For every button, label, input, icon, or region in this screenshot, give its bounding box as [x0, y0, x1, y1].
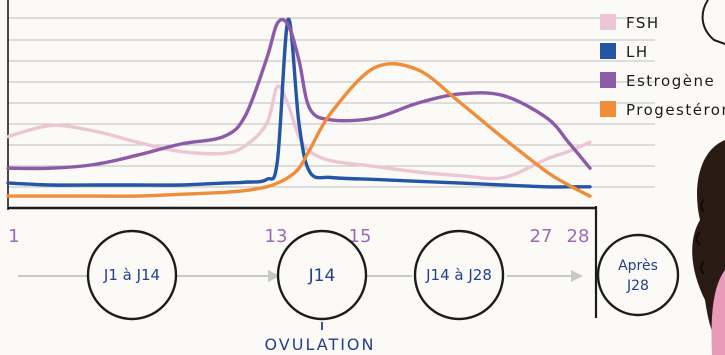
phase-timeline: J1 à J14 J14 J14 à J28 Après J28 OVULATI…	[18, 229, 680, 354]
x-tick-label: 28	[567, 226, 590, 247]
timeline-arrowhead-3	[571, 270, 583, 282]
legend-swatch	[600, 14, 616, 30]
legend-label: Progestérone	[626, 101, 725, 119]
series-lines	[6, 17, 592, 198]
phase-label-j1-j14: J1 à J14	[103, 266, 160, 284]
legend: FSH LH Estrogène Progestérone	[600, 14, 725, 119]
phase-circle-j14	[276, 229, 368, 321]
phase-circle-j1-j14	[86, 229, 178, 321]
phase-label-j28: J28	[626, 278, 649, 294]
phase-circle-apres-j28	[596, 233, 680, 317]
phase-label-j14: J14	[308, 266, 336, 286]
phase-circle-j14-j28	[413, 229, 505, 321]
series-line-progesterone	[6, 62, 592, 198]
x-tick-label: 27	[530, 226, 553, 247]
legend-label: LH	[626, 43, 649, 61]
phase-label-j14-j28: J14 à J28	[425, 266, 492, 284]
hair-curls	[695, 199, 705, 275]
grid	[7, 0, 655, 210]
series-line-fsh	[6, 84, 592, 181]
x-tick-label: 13	[265, 226, 288, 247]
skin	[711, 270, 725, 355]
timeline-arrowhead-1	[268, 270, 280, 282]
legend-label: FSH	[626, 14, 660, 32]
x-tick-label: 1	[8, 226, 19, 247]
legend-swatch	[600, 72, 616, 88]
x-tick-labels: 1 13 15 27 28	[8, 226, 589, 247]
legend-label: Estrogène	[626, 72, 715, 90]
legend-swatch	[600, 43, 616, 59]
x-axis	[8, 206, 598, 318]
legend-swatch	[600, 101, 616, 117]
speech-bubble-fragment	[701, 0, 725, 45]
x-tick-label: 15	[349, 226, 372, 247]
ovulation-label: OVULATION	[264, 335, 375, 354]
series-line-estrogene	[6, 17, 592, 171]
phase-label-apres: Après	[618, 258, 658, 274]
illustration-character	[692, 0, 725, 355]
